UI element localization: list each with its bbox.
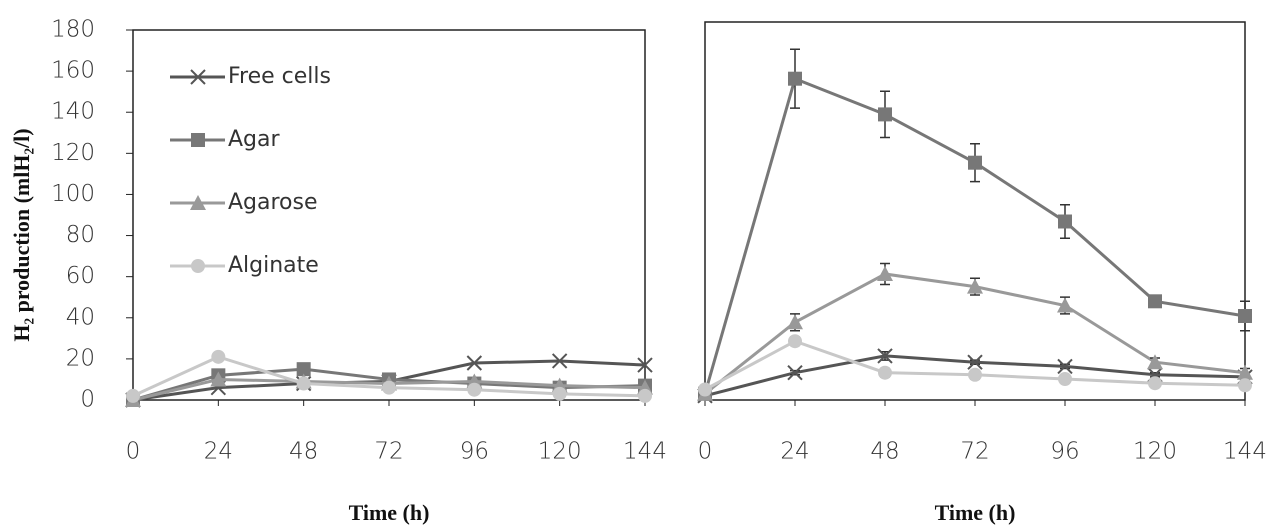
x-tick-label: 48 bbox=[289, 439, 318, 465]
y-tick-label: 120 bbox=[51, 140, 95, 166]
y-tick-label: 20 bbox=[66, 345, 95, 371]
marker bbox=[1058, 215, 1072, 229]
marker bbox=[1148, 294, 1162, 308]
x-tick-label: 96 bbox=[460, 439, 489, 465]
x-tick-label: 0 bbox=[698, 439, 713, 465]
y-axis-title: H₂ production (mlH₂/l) bbox=[9, 128, 34, 341]
marker bbox=[698, 383, 712, 397]
legend-marker bbox=[191, 133, 205, 147]
x-tick-label: 24 bbox=[204, 439, 233, 465]
marker bbox=[788, 72, 802, 86]
legend-label: Agar bbox=[228, 127, 280, 152]
marker bbox=[968, 368, 982, 382]
x-tick-label: 120 bbox=[1133, 439, 1177, 465]
marker bbox=[1058, 372, 1072, 386]
x-tick-label: 96 bbox=[1050, 439, 1079, 465]
legend-label: Free cells bbox=[228, 64, 331, 89]
marker bbox=[1238, 309, 1252, 323]
y-tick-label: 140 bbox=[51, 99, 95, 125]
marker bbox=[1238, 378, 1252, 392]
y-tick-label: 40 bbox=[66, 304, 95, 330]
legend-label: Alginate bbox=[228, 253, 319, 278]
marker bbox=[788, 334, 802, 348]
x-tick-label: 0 bbox=[126, 439, 141, 465]
series-line bbox=[705, 341, 1245, 389]
legend-label: Agarose bbox=[228, 190, 318, 215]
marker bbox=[878, 366, 892, 380]
x-tick-label: 144 bbox=[1223, 439, 1267, 465]
marker bbox=[553, 387, 567, 401]
x-tick-label: 72 bbox=[374, 439, 403, 465]
x-tick-label: 72 bbox=[960, 439, 989, 465]
x-tick-label: 24 bbox=[780, 439, 809, 465]
y-tick-label: 60 bbox=[66, 263, 95, 289]
marker bbox=[467, 383, 481, 397]
y-tick-label: 160 bbox=[51, 58, 95, 84]
x-tick-label: 144 bbox=[623, 439, 667, 465]
marker bbox=[787, 314, 803, 329]
chart: 0 20 40 60 80 100 120 140 160 180 0 24 48 72 96 120 144 T… bbox=[0, 0, 1285, 531]
y-tick-label: 0 bbox=[80, 387, 95, 413]
marker bbox=[1148, 376, 1162, 390]
marker bbox=[297, 377, 311, 391]
x-axis-title: Time (h) bbox=[349, 500, 430, 525]
marker bbox=[382, 381, 396, 395]
marker bbox=[126, 389, 140, 403]
plot-frame bbox=[133, 30, 645, 400]
y-tick-label: 100 bbox=[51, 181, 95, 207]
plot-frame bbox=[705, 22, 1245, 400]
marker bbox=[638, 389, 652, 403]
y-tick-label: 80 bbox=[66, 222, 95, 248]
marker bbox=[968, 156, 982, 170]
marker bbox=[211, 350, 225, 364]
marker bbox=[878, 107, 892, 121]
y-tick-label: 180 bbox=[51, 17, 95, 43]
x-tick-label: 48 bbox=[870, 439, 899, 465]
x-axis-title: Time (h) bbox=[935, 500, 1016, 525]
x-tick-label: 120 bbox=[538, 439, 582, 465]
legend-marker bbox=[191, 259, 205, 273]
